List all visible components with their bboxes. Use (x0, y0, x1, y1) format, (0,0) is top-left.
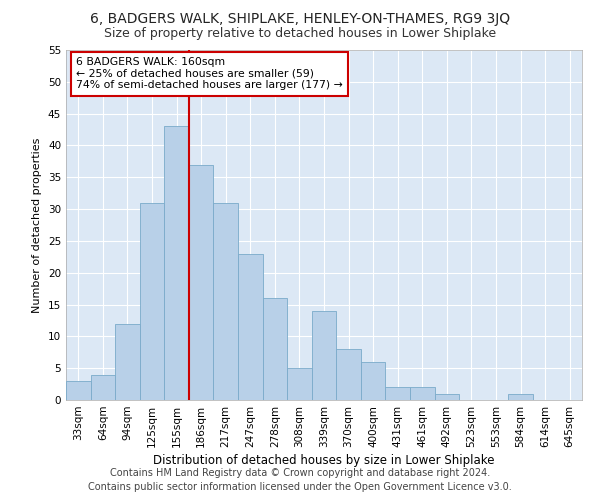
X-axis label: Distribution of detached houses by size in Lower Shiplake: Distribution of detached houses by size … (153, 454, 495, 467)
Bar (312, 311, 336, 400)
Bar (140, 202, 164, 400)
Bar (508, 394, 533, 400)
Bar (434, 394, 459, 400)
Bar (91, 374, 115, 400)
Bar (336, 349, 361, 400)
Y-axis label: Number of detached properties: Number of detached properties (32, 138, 43, 312)
Bar (238, 254, 263, 400)
Text: Contains HM Land Registry data © Crown copyright and database right 2024.
Contai: Contains HM Land Registry data © Crown c… (88, 468, 512, 492)
Bar (189, 164, 214, 400)
Bar (164, 126, 189, 400)
Bar (263, 298, 287, 400)
Bar (361, 362, 385, 400)
Text: 6, BADGERS WALK, SHIPLAKE, HENLEY-ON-THAMES, RG9 3JQ: 6, BADGERS WALK, SHIPLAKE, HENLEY-ON-THA… (90, 12, 510, 26)
Bar (214, 202, 238, 400)
Bar (385, 388, 410, 400)
Bar (287, 368, 312, 400)
Text: 6 BADGERS WALK: 160sqm
← 25% of detached houses are smaller (59)
74% of semi-det: 6 BADGERS WALK: 160sqm ← 25% of detached… (76, 57, 343, 90)
Bar (115, 324, 140, 400)
Bar (410, 388, 434, 400)
Bar (66, 381, 91, 400)
Text: Size of property relative to detached houses in Lower Shiplake: Size of property relative to detached ho… (104, 28, 496, 40)
